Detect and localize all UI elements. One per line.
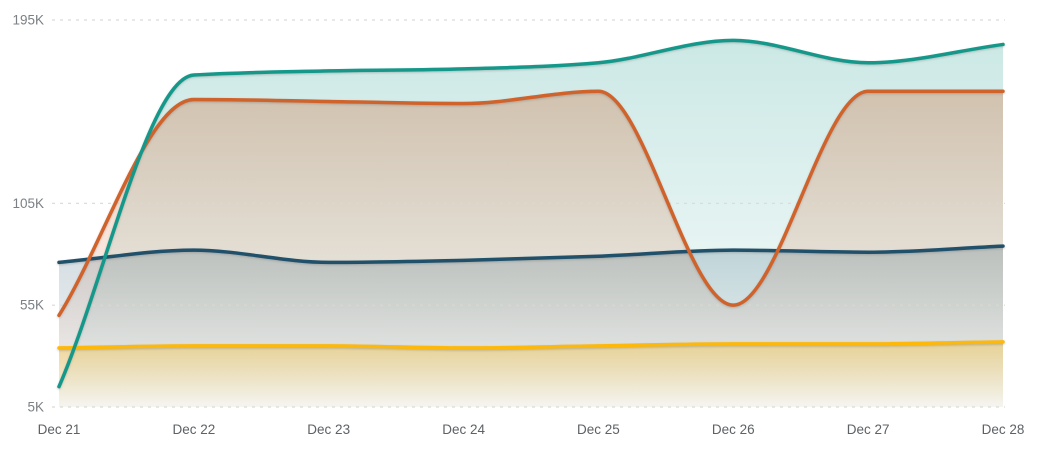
series-lines (57, 38, 1005, 389)
line-teal-series[interactable] (57, 38, 1005, 389)
x-axis-label-dec-22: Dec 22 (173, 422, 216, 437)
line-navy-series[interactable] (57, 244, 1005, 265)
x-axis-label-dec-23: Dec 23 (307, 422, 350, 437)
area-fill-yellow-series (59, 341, 1003, 407)
x-axis-label-dec-21: Dec 21 (38, 422, 81, 437)
area-fills (59, 40, 1003, 408)
x-axis-label-dec-26: Dec 26 (712, 422, 755, 437)
y-axis-label-55k: 55K (20, 298, 44, 313)
line-yellow-series[interactable] (57, 340, 1005, 350)
x-axis-label-dec-27: Dec 27 (847, 422, 890, 437)
y-axis-label-105k: 105K (12, 196, 44, 211)
x-axis-label-dec-25: Dec 25 (577, 422, 620, 437)
gridlines (52, 19, 1005, 408)
y-axis-label-5k: 5K (27, 400, 44, 415)
x-axis-labels: Dec 21 Dec 22 Dec 23 Dec 24 Dec 25 Dec 26 Dec … (38, 422, 1025, 437)
line-orange-series[interactable] (57, 89, 1005, 318)
x-axis-label-dec-24: Dec 24 (442, 422, 485, 437)
x-axis-label-dec-28: Dec 28 (982, 422, 1025, 437)
y-axis-label-195k: 195K (12, 13, 44, 28)
y-axis-labels: 195K 105K 55K 5K (12, 13, 44, 415)
